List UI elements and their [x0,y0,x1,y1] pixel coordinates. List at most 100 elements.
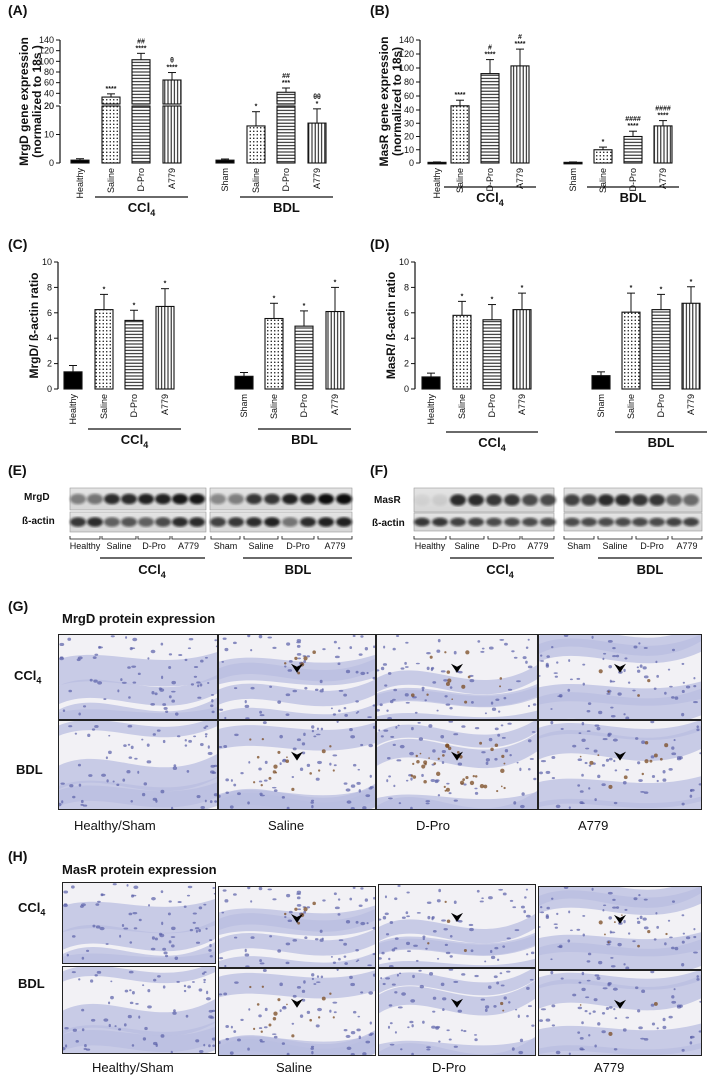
brown-stain [653,753,658,758]
brown-stain [291,787,295,791]
nucleus [681,662,685,665]
nucleus [311,725,315,729]
nucleus [192,921,196,924]
nucleus [250,649,253,652]
nucleus [418,969,422,972]
brown-stain [253,1027,256,1030]
blot-band [318,493,334,505]
nucleus [555,1050,561,1055]
y-tick-label: 60 [44,78,54,88]
nucleus [132,912,138,915]
blot-band [264,517,280,527]
nucleus [171,926,176,931]
nucleus [301,751,306,755]
brown-stain [277,750,281,754]
brown-stain [474,775,478,778]
nucleus [172,766,178,770]
brown-stain [623,775,628,780]
tissue-layer [219,722,375,751]
nucleus [177,901,182,904]
brown-stain [268,776,272,780]
nucleus [304,686,308,690]
nucleus [602,909,605,912]
bar [421,376,441,390]
nucleus [584,1009,588,1013]
nucleus [671,752,677,756]
nucleus [664,691,667,695]
nucleus [208,949,212,952]
brown-stain [286,756,288,759]
nucleus [197,684,200,688]
nucleus [131,991,135,995]
nucleus [203,978,206,981]
nucleus [87,733,91,738]
brown-stain [321,749,326,754]
ihc-g-col-2: Saline [268,818,305,833]
nucleus [223,992,228,996]
brown-stain [459,780,465,785]
nucleus [603,652,607,655]
category-label: Saline [455,168,465,193]
nucleus [128,696,131,699]
nucleus [224,716,227,719]
brown-stain [490,747,494,752]
nucleus [279,734,283,739]
nucleus [512,906,517,909]
nucleus [509,753,512,757]
nucleus [296,985,302,989]
nucleus [524,896,527,899]
nucleus [77,763,81,767]
nucleus [133,885,139,890]
nucleus [493,1005,497,1008]
nucleus [329,1009,332,1013]
brown-stain [598,920,603,925]
nucleus [632,689,636,692]
nucleus [129,989,132,992]
nucleus [556,912,559,916]
nucleus [63,1046,66,1051]
y-tick-label: 140 [39,35,54,45]
bdl-group-label: BDL [291,432,318,447]
nucleus [188,637,194,641]
nucleus [634,737,639,740]
y-tick-label: 0 [49,158,54,168]
nucleus [612,987,618,991]
nucleus [193,735,197,738]
nucleus [463,1029,467,1033]
nucleus [259,710,263,714]
nucleus [638,894,641,897]
nucleus [551,1004,556,1008]
nucleus [105,756,108,760]
significance-label: # [518,34,522,41]
tissue-layer [219,952,375,967]
nucleus [196,681,201,684]
nucleus [285,961,290,965]
nucleus [385,977,391,980]
nucleus [334,655,340,659]
nucleus [449,955,453,958]
significance-label: * [255,104,258,111]
nucleus [470,700,474,704]
lane-bracket [563,536,595,540]
lane-bracket [521,536,555,540]
nucleus [636,920,641,925]
nucleus [513,801,517,805]
nucleus [333,640,337,644]
nucleus [244,704,250,708]
nucleus [508,1001,511,1004]
lane-bracket [281,536,315,540]
ihc-h-title: MasR protein expression [62,862,217,877]
nucleus [603,904,607,907]
nucleus [516,761,519,764]
blot-band [228,517,244,527]
ihc-h-row-bdl: BDL [18,976,45,991]
nucleus [412,974,415,979]
nucleus [519,767,522,772]
nucleus [126,770,131,774]
nucleus [207,751,213,756]
nucleus [178,653,183,656]
arrowhead-icon [291,751,303,761]
nucleus [320,975,324,979]
nucleus [586,979,591,982]
nucleus [410,806,413,809]
